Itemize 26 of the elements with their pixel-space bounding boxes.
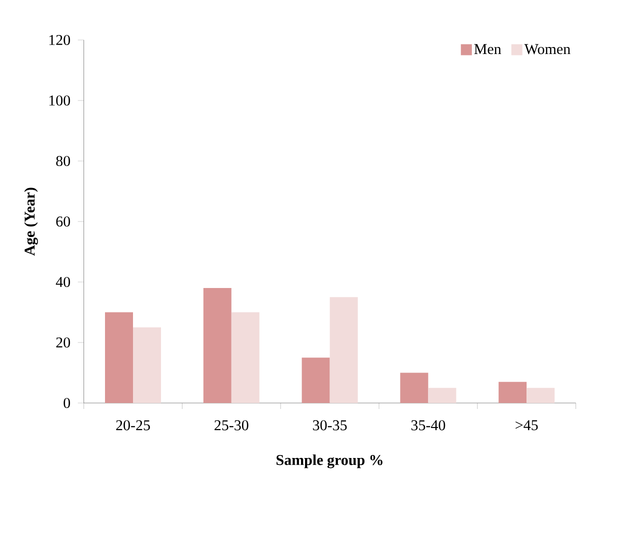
bar — [526, 388, 555, 403]
legend-label: Women — [524, 44, 570, 54]
y-tick-label: 120 — [49, 34, 70, 46]
x-axis-title: Sample group % — [276, 454, 382, 468]
x-tick-label: 20-25 — [116, 420, 150, 430]
y-tick-label: 60 — [56, 216, 70, 227]
bar — [203, 288, 232, 403]
y-tick-label: 100 — [49, 95, 70, 106]
x-tick-label: 25-30 — [214, 420, 248, 430]
y-axis-title: Age (Year) — [24, 188, 38, 256]
bar — [400, 372, 428, 403]
legend-label: Men — [474, 44, 502, 54]
y-tick-label: 80 — [56, 156, 70, 166]
bar — [302, 358, 330, 403]
bar — [330, 297, 358, 403]
bar — [498, 382, 527, 403]
x-tick-label: 30-35 — [313, 420, 347, 430]
bar — [105, 312, 133, 403]
y-tick-label: 0 — [64, 398, 70, 408]
bar — [231, 312, 260, 403]
x-tick-label: 35-40 — [411, 420, 446, 430]
x-tick-label: >45 — [516, 420, 538, 430]
y-tick-label: 40 — [56, 276, 70, 288]
bar — [428, 388, 456, 403]
y-tick-label: 20 — [56, 337, 70, 348]
bar — [133, 327, 161, 403]
